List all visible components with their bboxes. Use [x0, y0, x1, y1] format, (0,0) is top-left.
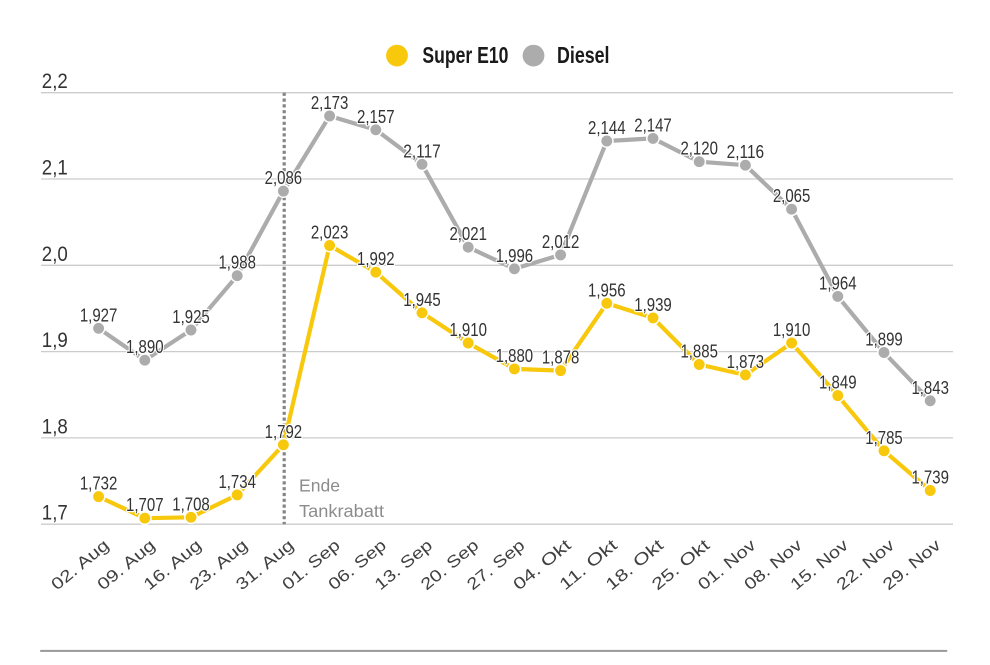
svg-text:2,173: 2,173	[311, 93, 349, 113]
svg-text:1,732: 1,732	[80, 474, 118, 494]
svg-text:1,8: 1,8	[42, 414, 68, 438]
svg-text:1,849: 1,849	[819, 373, 857, 393]
svg-text:1,707: 1,707	[126, 495, 164, 515]
svg-text:1,988: 1,988	[218, 253, 256, 273]
svg-text:2,086: 2,086	[265, 168, 303, 188]
svg-text:2,021: 2,021	[449, 224, 487, 244]
svg-text:1,843: 1,843	[911, 378, 949, 398]
svg-text:Super E10: Super E10	[422, 42, 508, 68]
svg-text:2,120: 2,120	[680, 139, 718, 159]
svg-text:2,147: 2,147	[634, 115, 672, 135]
svg-text:1,927: 1,927	[80, 305, 118, 325]
svg-text:Diesel: Diesel	[557, 42, 610, 68]
svg-text:1,880: 1,880	[496, 346, 534, 366]
svg-text:1,956: 1,956	[588, 280, 626, 300]
svg-text:1,739: 1,739	[911, 468, 949, 488]
svg-text:2,2: 2,2	[42, 69, 68, 93]
svg-text:Tankrabatt: Tankrabatt	[299, 501, 384, 521]
svg-text:2,023: 2,023	[311, 223, 349, 243]
svg-text:2,116: 2,116	[727, 142, 765, 162]
svg-text:1,785: 1,785	[865, 428, 903, 448]
svg-text:1,890: 1,890	[126, 337, 164, 357]
svg-text:1,878: 1,878	[542, 348, 580, 368]
svg-text:1,792: 1,792	[265, 422, 303, 442]
svg-text:1,964: 1,964	[819, 273, 857, 293]
svg-text:1,945: 1,945	[403, 290, 441, 310]
svg-text:1,734: 1,734	[218, 472, 256, 492]
svg-text:1,939: 1,939	[634, 295, 672, 315]
svg-text:2,144: 2,144	[588, 118, 626, 138]
svg-text:Ende: Ende	[299, 476, 340, 496]
svg-text:1,996: 1,996	[496, 246, 534, 266]
svg-text:1,925: 1,925	[172, 307, 210, 327]
svg-text:2,0: 2,0	[42, 242, 68, 266]
svg-text:1,708: 1,708	[172, 494, 210, 514]
svg-text:1,992: 1,992	[357, 249, 395, 269]
svg-text:2,065: 2,065	[773, 186, 811, 206]
svg-text:2,012: 2,012	[542, 232, 580, 252]
svg-text:1,873: 1,873	[727, 352, 765, 372]
svg-text:2,1: 2,1	[42, 156, 68, 180]
svg-text:2,157: 2,157	[357, 107, 395, 127]
svg-text:1,910: 1,910	[449, 320, 487, 340]
svg-text:1,7: 1,7	[42, 501, 68, 525]
svg-text:1,9: 1,9	[42, 328, 68, 352]
svg-text:2,117: 2,117	[403, 141, 441, 161]
svg-text:1,899: 1,899	[865, 330, 903, 350]
svg-text:1,885: 1,885	[680, 342, 718, 362]
svg-text:1,910: 1,910	[773, 320, 811, 340]
